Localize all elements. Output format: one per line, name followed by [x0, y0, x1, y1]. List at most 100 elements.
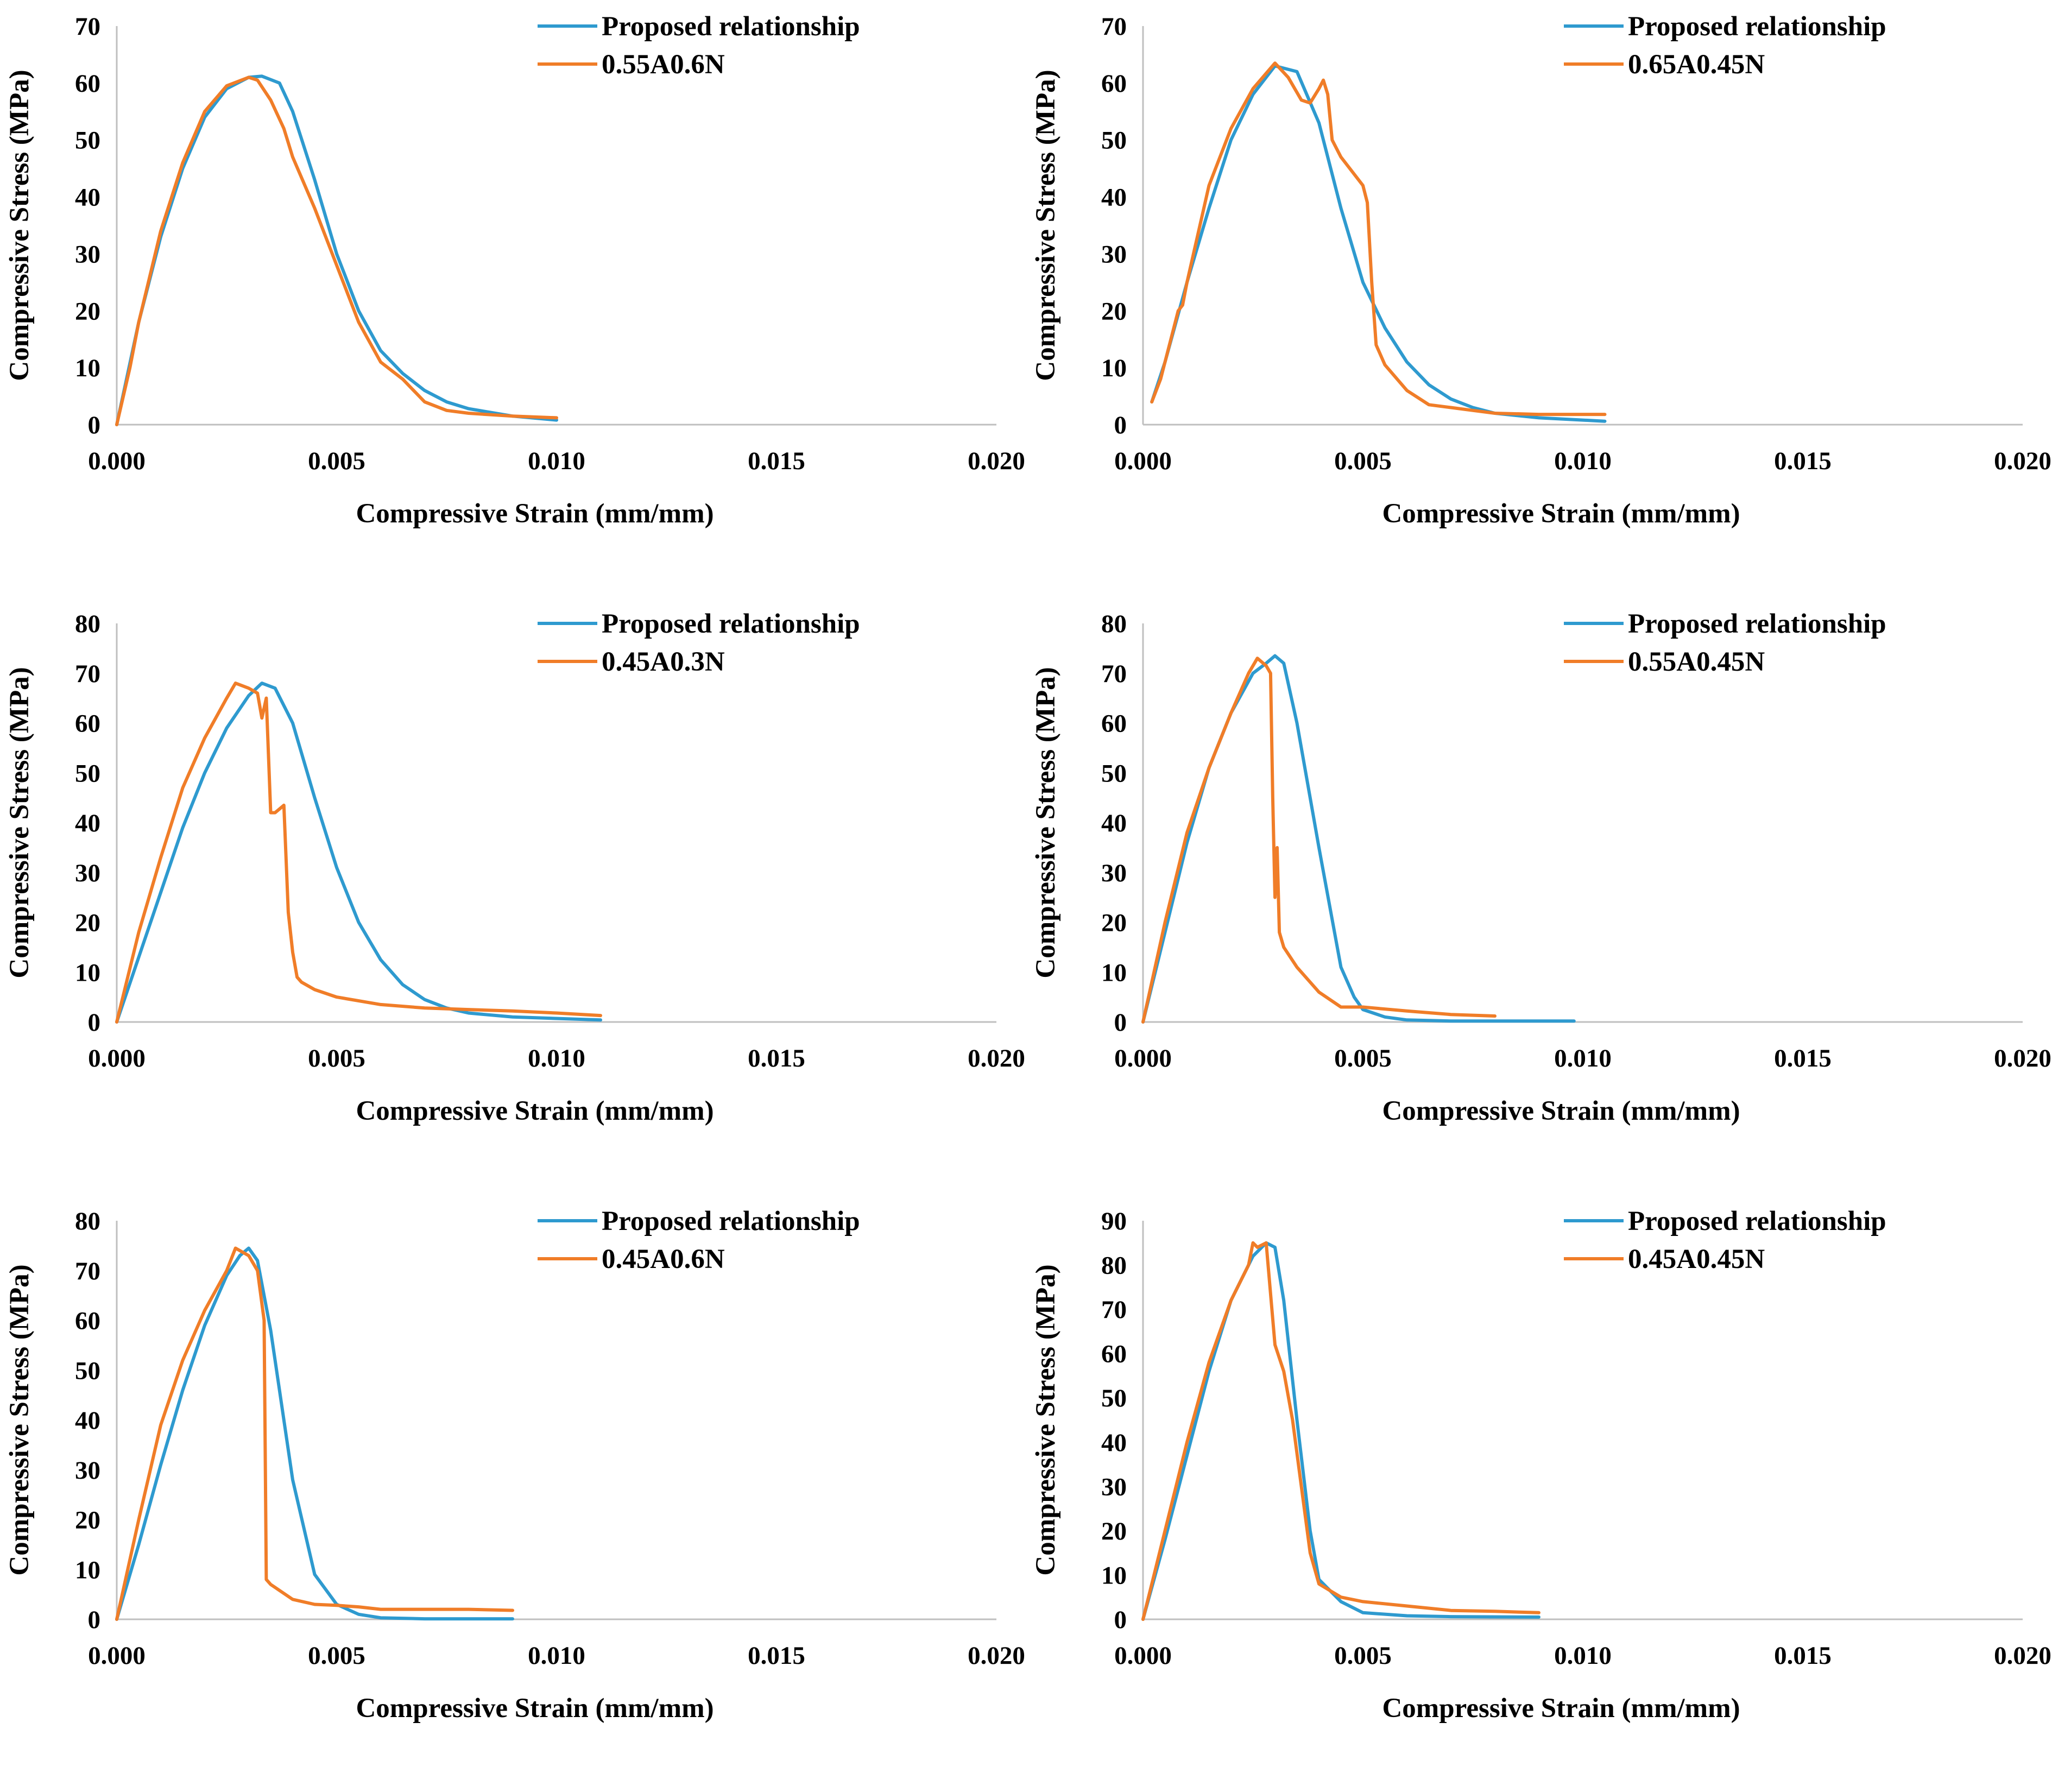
- y-tick-label: 0: [1114, 1008, 1127, 1037]
- series-line-proposed-relationship: [1150, 64, 1607, 423]
- y-tick-label: 10: [75, 354, 100, 382]
- y-tick-label: 80: [1101, 610, 1127, 638]
- x-tick-label: 0.015: [1774, 1044, 1832, 1072]
- x-axis-title: Compressive Strain (mm/mm): [1382, 1096, 1740, 1126]
- y-tick-label: 80: [1101, 1252, 1127, 1280]
- x-axis-title: Compressive Strain (mm/mm): [1382, 1693, 1740, 1724]
- x-tick-label: 0.020: [1994, 1044, 2051, 1072]
- chart-svg: 0 10 20 30 40 50 60 70 80 0.000 0.005 0.010 0.015 0.0…: [4, 1206, 1025, 1724]
- x-tick-label: 0.000: [88, 1642, 146, 1670]
- x-tick-label: 0.010: [528, 1642, 585, 1670]
- y-tick-label: 20: [75, 297, 100, 325]
- y-tick-label: 20: [1101, 1517, 1127, 1545]
- x-tick-label: 0.020: [968, 447, 1025, 475]
- x-tick-label: 0.010: [1554, 1044, 1612, 1072]
- y-tick-label: 60: [1101, 70, 1127, 98]
- chart-panel-3: 0 10 20 30 40 50 60 70 80 0.000 0.005 0.010 0.015 0.0…: [0, 597, 1026, 1195]
- y-tick-label: 0: [88, 411, 101, 439]
- series-line-proposed-relationship: [115, 682, 602, 1024]
- x-axis-title: Compressive Strain (mm/mm): [356, 499, 714, 529]
- y-tick-label: 60: [75, 1307, 100, 1335]
- series-line-experimental: [1141, 1241, 1540, 1621]
- x-axis-title: Compressive Strain (mm/mm): [1382, 499, 1740, 529]
- y-tick-label: 70: [1101, 1296, 1127, 1324]
- series-line-proposed-relationship: [1141, 654, 1576, 1024]
- legend-label: Proposed relationship: [602, 1206, 860, 1236]
- y-tick-label: 70: [1101, 12, 1127, 41]
- y-tick-label: 50: [75, 759, 100, 787]
- y-tick-label: 10: [1101, 354, 1127, 382]
- y-tick-label: 50: [75, 1356, 100, 1385]
- y-axis-title: Compressive Stress (MPa): [4, 667, 35, 978]
- series-line-experimental: [1141, 657, 1497, 1024]
- y-tick-label: 30: [1101, 1473, 1127, 1501]
- legend-label: Proposed relationship: [1628, 11, 1886, 42]
- x-tick-label: 0.015: [1774, 447, 1832, 475]
- y-axis-title: Compressive Stress (MPa): [1031, 1264, 1061, 1575]
- y-tick-label: 40: [1101, 1429, 1127, 1457]
- y-tick-label: 0: [88, 1606, 101, 1634]
- y-tick-label: 90: [1101, 1207, 1127, 1235]
- x-tick-label: 0.015: [1774, 1642, 1832, 1670]
- y-tick-label: 70: [75, 12, 100, 41]
- series-line-experimental: [115, 75, 558, 426]
- x-tick-label: 0.005: [308, 447, 365, 475]
- y-tick-label: 30: [1101, 240, 1127, 268]
- x-tick-label: 0.005: [1334, 447, 1392, 475]
- y-tick-label: 10: [1101, 1561, 1127, 1589]
- x-tick-label: 0.010: [528, 1044, 585, 1072]
- y-tick-label: 50: [1101, 1384, 1127, 1412]
- y-tick-label: 10: [1101, 958, 1127, 987]
- y-tick-label: 50: [75, 127, 100, 155]
- chart-panel-2: 0 10 20 30 40 50 60 70 0.000 0.005 0.010 0.015 0.020…: [1026, 0, 2052, 597]
- y-tick-label: 30: [1101, 859, 1127, 887]
- x-axis-title: Compressive Strain (mm/mm): [356, 1693, 714, 1724]
- x-tick-label: 0.005: [1334, 1642, 1392, 1670]
- x-tick-label: 0.015: [748, 1044, 805, 1072]
- x-tick-label: 0.015: [748, 1642, 805, 1670]
- y-axis-title: Compressive Stress (MPa): [4, 70, 35, 381]
- legend-label: Proposed relationship: [602, 11, 860, 42]
- series-line-experimental: [115, 1246, 514, 1621]
- x-tick-label: 0.015: [748, 447, 805, 475]
- legend-label: Proposed relationship: [1628, 609, 1886, 639]
- x-tick-label: 0.005: [1334, 1044, 1392, 1072]
- chart-panel-1: 0 10 20 30 40 50 60 70 0.000 0.005 0.010 0.015 0.020…: [0, 0, 1026, 597]
- chart-panel-5: 0 10 20 30 40 50 60 70 80 0.000 0.005 0.010 0.015 0.0…: [0, 1195, 1026, 1792]
- x-tick-label: 0.005: [308, 1642, 365, 1670]
- legend-label: Proposed relationship: [602, 609, 860, 639]
- chart-svg: 0 10 20 30 40 50 60 70 0.000 0.005 0.010 0.015 0.020…: [1031, 11, 2051, 529]
- y-tick-label: 20: [1101, 297, 1127, 325]
- y-tick-label: 70: [1101, 660, 1127, 688]
- y-tick-label: 80: [75, 1207, 100, 1235]
- y-tick-label: 40: [75, 809, 100, 837]
- y-tick-label: 10: [75, 1556, 100, 1584]
- y-tick-label: 0: [1114, 1606, 1127, 1634]
- y-tick-label: 50: [1101, 759, 1127, 787]
- series-line-experimental: [1150, 61, 1607, 417]
- chart-svg: 0 10 20 30 40 50 60 70 80 90 0.000 0.005 0.010 0.015 0…: [1031, 1206, 2051, 1724]
- y-tick-label: 40: [75, 184, 100, 212]
- series-line-proposed-relationship: [1141, 1241, 1540, 1621]
- x-tick-label: 0.000: [88, 1044, 146, 1072]
- y-tick-label: 60: [1101, 710, 1127, 738]
- y-tick-label: 40: [1101, 184, 1127, 212]
- legend-label: 0.65A0.45N: [1628, 49, 1765, 80]
- x-tick-label: 0.005: [308, 1044, 365, 1072]
- y-tick-label: 0: [1114, 411, 1127, 439]
- x-tick-label: 0.020: [1994, 447, 2051, 475]
- chart-panel-6: 0 10 20 30 40 50 60 70 80 90 0.000 0.005 0.010 0.015 0…: [1026, 1195, 2052, 1792]
- x-tick-label: 0.020: [968, 1044, 1025, 1072]
- legend-label: 0.55A0.45N: [1628, 647, 1765, 677]
- x-tick-label: 0.000: [88, 447, 146, 475]
- y-tick-label: 20: [75, 1506, 100, 1535]
- y-axis-title: Compressive Stress (MPa): [1031, 667, 1061, 978]
- chart-svg: 0 10 20 30 40 50 60 70 0.000 0.005 0.010 0.015 0.020…: [4, 11, 1025, 529]
- y-tick-label: 30: [75, 1456, 100, 1485]
- x-tick-label: 0.000: [1114, 1642, 1172, 1670]
- chart-svg: 0 10 20 30 40 50 60 70 80 0.000 0.005 0.010 0.015 0.0…: [1031, 609, 2051, 1126]
- y-tick-label: 70: [75, 660, 100, 688]
- y-tick-label: 40: [75, 1406, 100, 1435]
- x-tick-label: 0.010: [1554, 1642, 1612, 1670]
